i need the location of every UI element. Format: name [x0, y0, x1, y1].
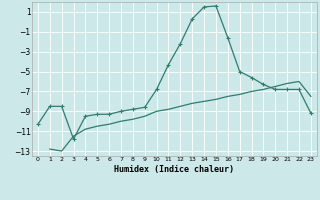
- X-axis label: Humidex (Indice chaleur): Humidex (Indice chaleur): [115, 165, 234, 174]
